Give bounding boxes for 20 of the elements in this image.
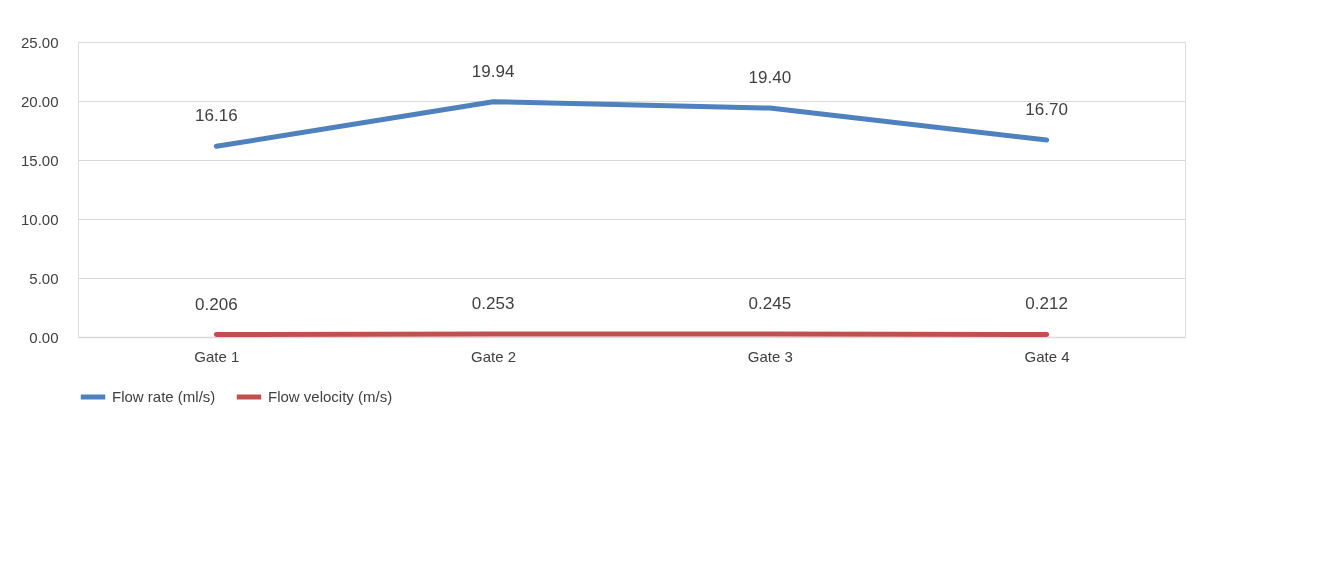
x-tick-label: Gate 1 — [194, 347, 240, 365]
y-tick-label: 15.00 — [20, 151, 59, 169]
data-label: 16.16 — [195, 106, 238, 126]
data-label: 19.94 — [471, 61, 515, 81]
y-tick-label: 0.00 — [29, 328, 59, 346]
x-tick-label: Gate 3 — [747, 347, 793, 365]
data-label: 0.253 — [471, 294, 515, 314]
x-tick-label: Gate 2 — [471, 347, 517, 365]
legend-label: Flow rate (ml/s) — [112, 388, 216, 405]
y-tick-label: 20.00 — [20, 92, 59, 110]
y-tick-label: 25.00 — [20, 33, 59, 51]
y-tick-label: 5.00 — [29, 269, 59, 287]
x-tick-label: Gate 4 — [1024, 347, 1070, 365]
data-label: 19.40 — [748, 68, 792, 88]
y-tick-label: 10.00 — [20, 210, 59, 228]
legend-label: Flow velocity (m/s) — [268, 388, 393, 405]
data-label: 0.206 — [195, 294, 238, 314]
data-label: 0.245 — [748, 294, 792, 314]
data-label: 0.212 — [1025, 294, 1068, 314]
data-label: 16.70 — [1025, 99, 1068, 119]
